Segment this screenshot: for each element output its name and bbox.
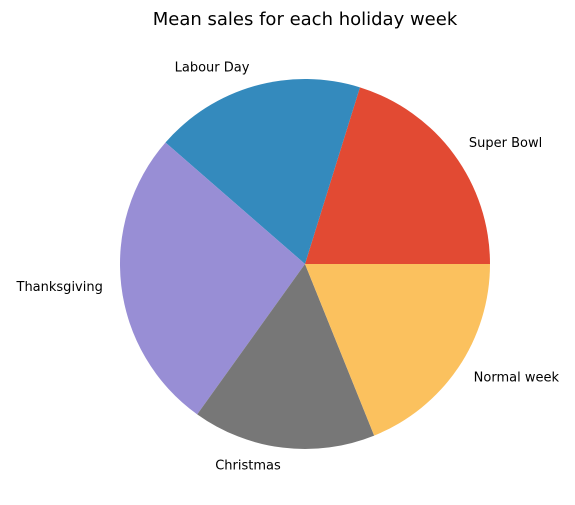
chart-title: Mean sales for each holiday week [153,9,458,30]
pie-label-labour-day: Labour Day [175,61,250,76]
pie-slice-thanksgiving [119,142,305,415]
pie-slice-normal-week [305,264,490,436]
pie-slice-super-bowl [305,87,490,264]
pie-slice-labour-day [165,78,360,264]
pie-labels: Super Bowl Labour Day Thanksgiving Christma… [16,61,560,474]
pie-slice-christmas [197,264,375,450]
pie-label-normal-week: Normal week [474,370,560,385]
pie-label-super-bowl: Super Bowl [469,136,542,151]
pie-slices [119,78,490,450]
pie-label-christmas: Christmas [215,459,281,474]
pie-label-thanksgiving: Thanksgiving [16,280,103,295]
